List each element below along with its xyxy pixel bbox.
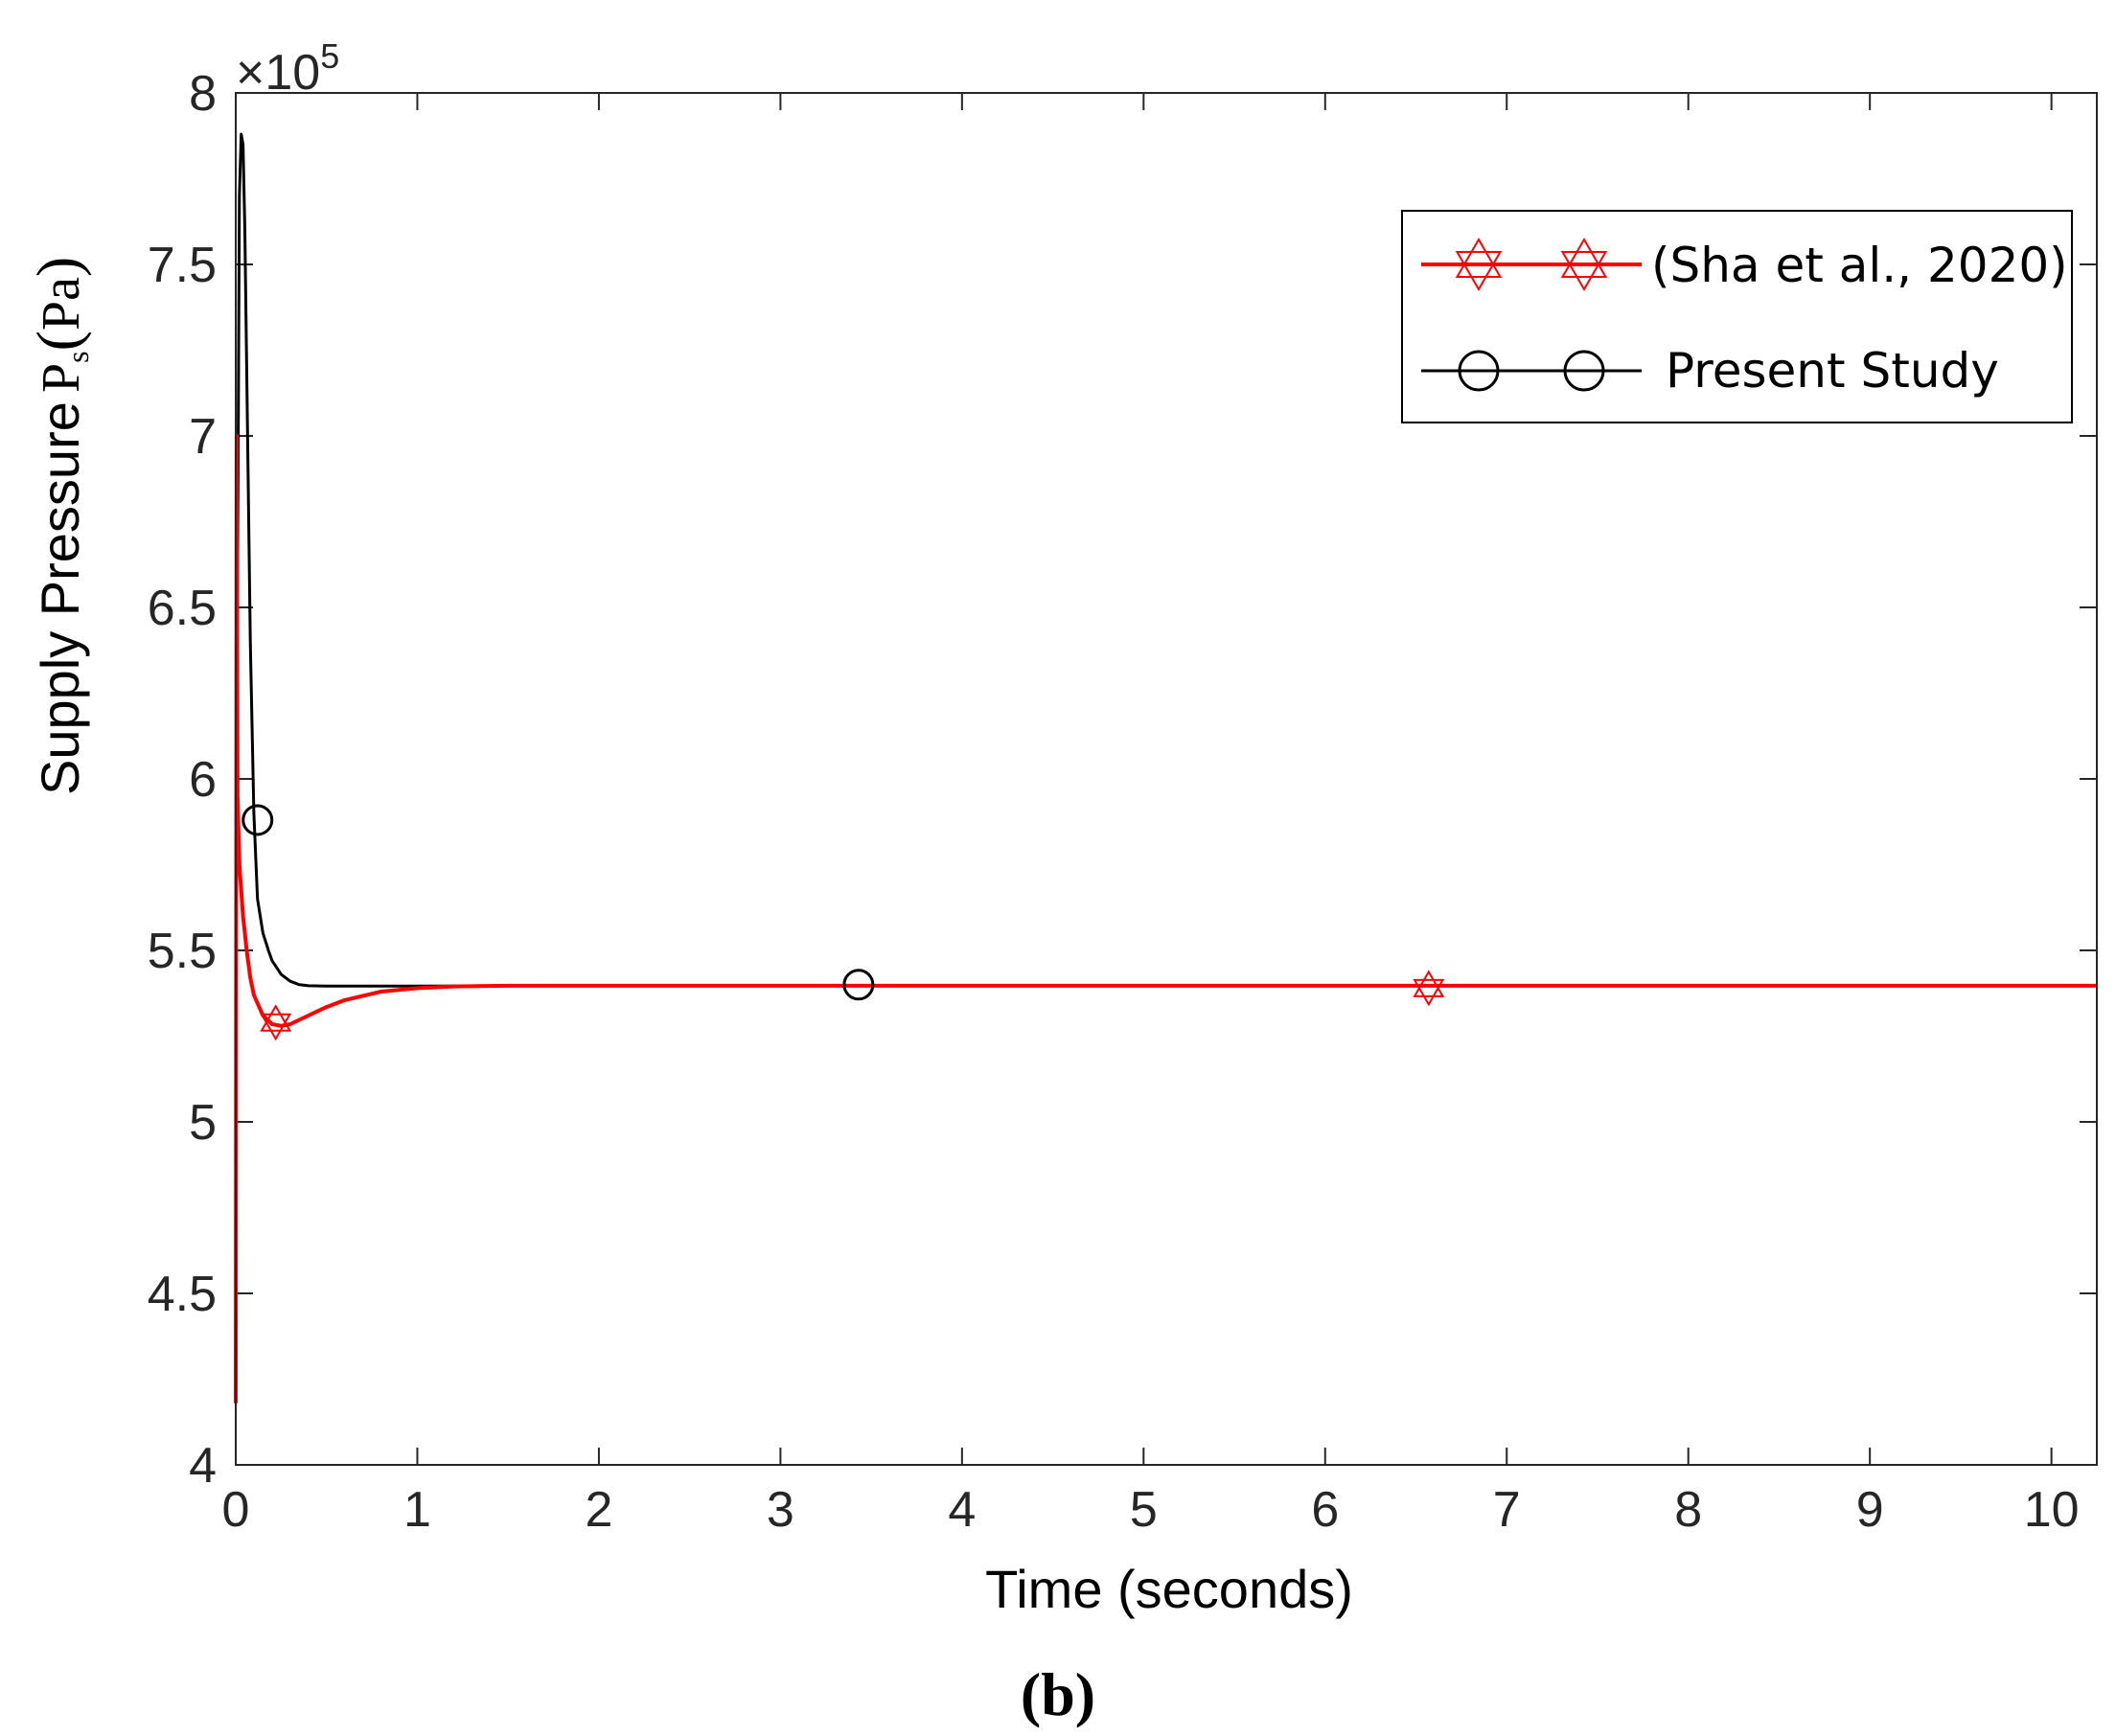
x-tick-label: 1 xyxy=(403,1482,431,1538)
y-tick-label: 5.5 xyxy=(148,924,217,979)
x-tick-label: 6 xyxy=(1311,1482,1339,1538)
y-tick-label: 4 xyxy=(189,1438,217,1494)
y-axis-title: Supply Pressure Ps(Pa) xyxy=(24,257,95,795)
svg-text:Supply Pressure: Supply Pressure xyxy=(30,401,90,795)
x-tick-label: 2 xyxy=(585,1482,612,1538)
y-tick-label: 5 xyxy=(189,1095,217,1151)
x-tick-labels: 0 1 2 3 4 5 6 7 8 9 10 xyxy=(222,1482,2080,1538)
series-lines xyxy=(234,132,2097,1404)
y-tick-label: 6.5 xyxy=(148,581,217,636)
legend-marker-sha-1 xyxy=(1455,237,1503,292)
x-tick-label: 0 xyxy=(222,1482,250,1538)
y-tick-labels: 4 4.5 5 5.5 6 6.5 7 7.5 8 xyxy=(148,66,217,1494)
legend-label-present: Present Study xyxy=(1666,343,1999,399)
legend: (Sha et al., 2020) Present Study xyxy=(1401,210,2073,423)
legend-box xyxy=(1401,210,2073,423)
data-point-sha xyxy=(1413,970,1445,1007)
axis-ticks xyxy=(235,92,2097,1466)
x-tick-label: 5 xyxy=(1130,1482,1158,1538)
x-axis-title: Time (seconds) xyxy=(985,1559,1353,1619)
y-tick-label: 7 xyxy=(189,409,217,465)
x-tick-label: 4 xyxy=(948,1482,976,1538)
series-line-sha xyxy=(234,434,2097,1404)
x-tick-label: 10 xyxy=(2024,1482,2080,1538)
x-tick-label: 8 xyxy=(1674,1482,1702,1538)
y-exponent-label: ×105 xyxy=(236,36,339,101)
legend-marker-present-1 xyxy=(1458,350,1500,392)
data-point-sha xyxy=(260,1004,292,1041)
x-tick-label: 7 xyxy=(1493,1482,1521,1538)
svg-text:Ps(Pa): Ps(Pa) xyxy=(24,257,95,393)
legend-label-sha: (Sha et al., 2020) xyxy=(1651,238,2068,293)
x-tick-label: 3 xyxy=(767,1482,794,1538)
series-markers xyxy=(242,804,1445,1041)
legend-marker-sha-2 xyxy=(1560,237,1608,292)
panel-label: (b) xyxy=(1021,1660,1095,1728)
plot-frame xyxy=(235,92,2098,1466)
data-point-present xyxy=(842,969,875,1001)
x-tick-label: 9 xyxy=(1856,1482,1884,1538)
data-point-present xyxy=(242,804,274,836)
y-tick-label: 7.5 xyxy=(148,238,217,293)
y-tick-label: 4.5 xyxy=(148,1267,217,1322)
y-tick-label: 6 xyxy=(189,752,217,808)
legend-marker-present-2 xyxy=(1563,350,1605,392)
y-tick-label: 8 xyxy=(189,66,217,122)
